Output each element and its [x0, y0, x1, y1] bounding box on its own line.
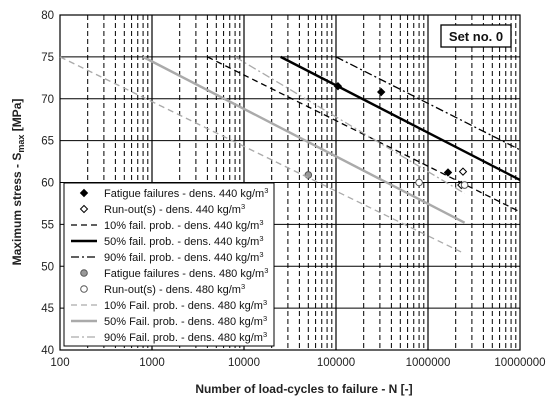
y-tick-label: 50: [41, 261, 54, 273]
legend-label: Run-out(s) - dens. 480 kg/m3: [104, 282, 245, 296]
legend-label: 50% fail. prob. - dens. 440 kg/m3: [104, 234, 263, 248]
legend-label-superscript: 3: [264, 266, 268, 275]
legend-label: Fatigue failures - dens. 440 kg/m3: [104, 186, 268, 200]
series-line: [280, 55, 521, 182]
tick-labels: 100 1000 10000 100000 1000000 10000000 40 45 50 5…: [41, 10, 545, 369]
y-tick-label: 65: [41, 136, 54, 148]
legend-label: Run-out(s) - dens. 440 kg/m3: [104, 202, 245, 216]
legend-label: 50% Fail. prob. - dens. 480 kg/m3: [104, 314, 267, 328]
legend-label-superscript: 3: [259, 250, 263, 259]
legend-swatch-marker: [80, 285, 88, 293]
legend-label-superscript: 3: [259, 234, 263, 243]
x-tick-label: 100000: [317, 357, 355, 369]
legend-label: Fatigue failures - dens. 480 kg/m3: [104, 266, 268, 280]
series-line: [335, 56, 521, 151]
y-tick-label: 40: [41, 345, 54, 357]
legend-label: 10% Fail. prob. - dens. 480 kg/m3: [104, 298, 267, 312]
series-line: [59, 56, 465, 255]
plot-series: [59, 55, 521, 255]
legend-label: 90% fail. prob. - dens. 440 kg/m3: [104, 250, 263, 264]
series-line: [234, 56, 465, 194]
set-label-box: Set no. 0: [440, 24, 512, 48]
y-tick-label: 80: [41, 10, 54, 22]
y-tick-label: 55: [41, 219, 54, 231]
legend-swatch-marker: [79, 204, 89, 214]
x-tick-label: 10000: [228, 357, 260, 369]
y-axis-title: Maximum stress - Smax [MPa]: [10, 99, 26, 266]
data-point: [376, 87, 386, 97]
legend-box: [63, 182, 275, 347]
x-tick-label: 1000000: [406, 357, 451, 369]
legend-label-superscript: 3: [263, 330, 267, 339]
legend-label-superscript: 3: [263, 298, 267, 307]
y-axis-title-unit: [MPa]: [10, 99, 24, 135]
y-axis-title-sub: max: [16, 135, 26, 153]
x-tick-label: 100: [50, 357, 69, 369]
legend-label: 90% Fail. prob. - dens. 480 kg/m3: [104, 330, 267, 344]
legend-label-superscript: 3: [241, 282, 245, 291]
legend-label-superscript: 3: [263, 314, 267, 323]
set-label: Set no. 0: [449, 29, 503, 44]
data-point: [458, 167, 468, 176]
y-tick-label: 70: [41, 94, 54, 106]
legend-swatch-marker: [79, 188, 89, 198]
legend: Fatigue failures - dens. 440 kg/m3 Run-ou…: [63, 182, 275, 347]
x-axis-title: Number of load-cycles to failure - N [-]: [195, 382, 412, 396]
legend-label-superscript: 3: [241, 202, 245, 211]
x-tick-label: 1000: [139, 357, 165, 369]
y-tick-label: 75: [41, 52, 54, 64]
data-point: [460, 181, 469, 189]
data-point: [415, 178, 423, 187]
legend-swatch-marker: [80, 269, 88, 277]
x-tick-label: 10000000: [494, 357, 545, 369]
legend-label: 10% fail. prob. - dens. 440 kg/m3: [104, 218, 263, 232]
y-axis-title-main: Maximum stress - S: [10, 153, 24, 266]
y-tick-label: 60: [41, 178, 54, 190]
data-point: [443, 168, 453, 177]
series-line: [142, 55, 466, 224]
legend-label-superscript: 3: [259, 218, 263, 227]
legend-label-superscript: 3: [264, 186, 268, 195]
y-tick-label: 45: [41, 303, 54, 315]
